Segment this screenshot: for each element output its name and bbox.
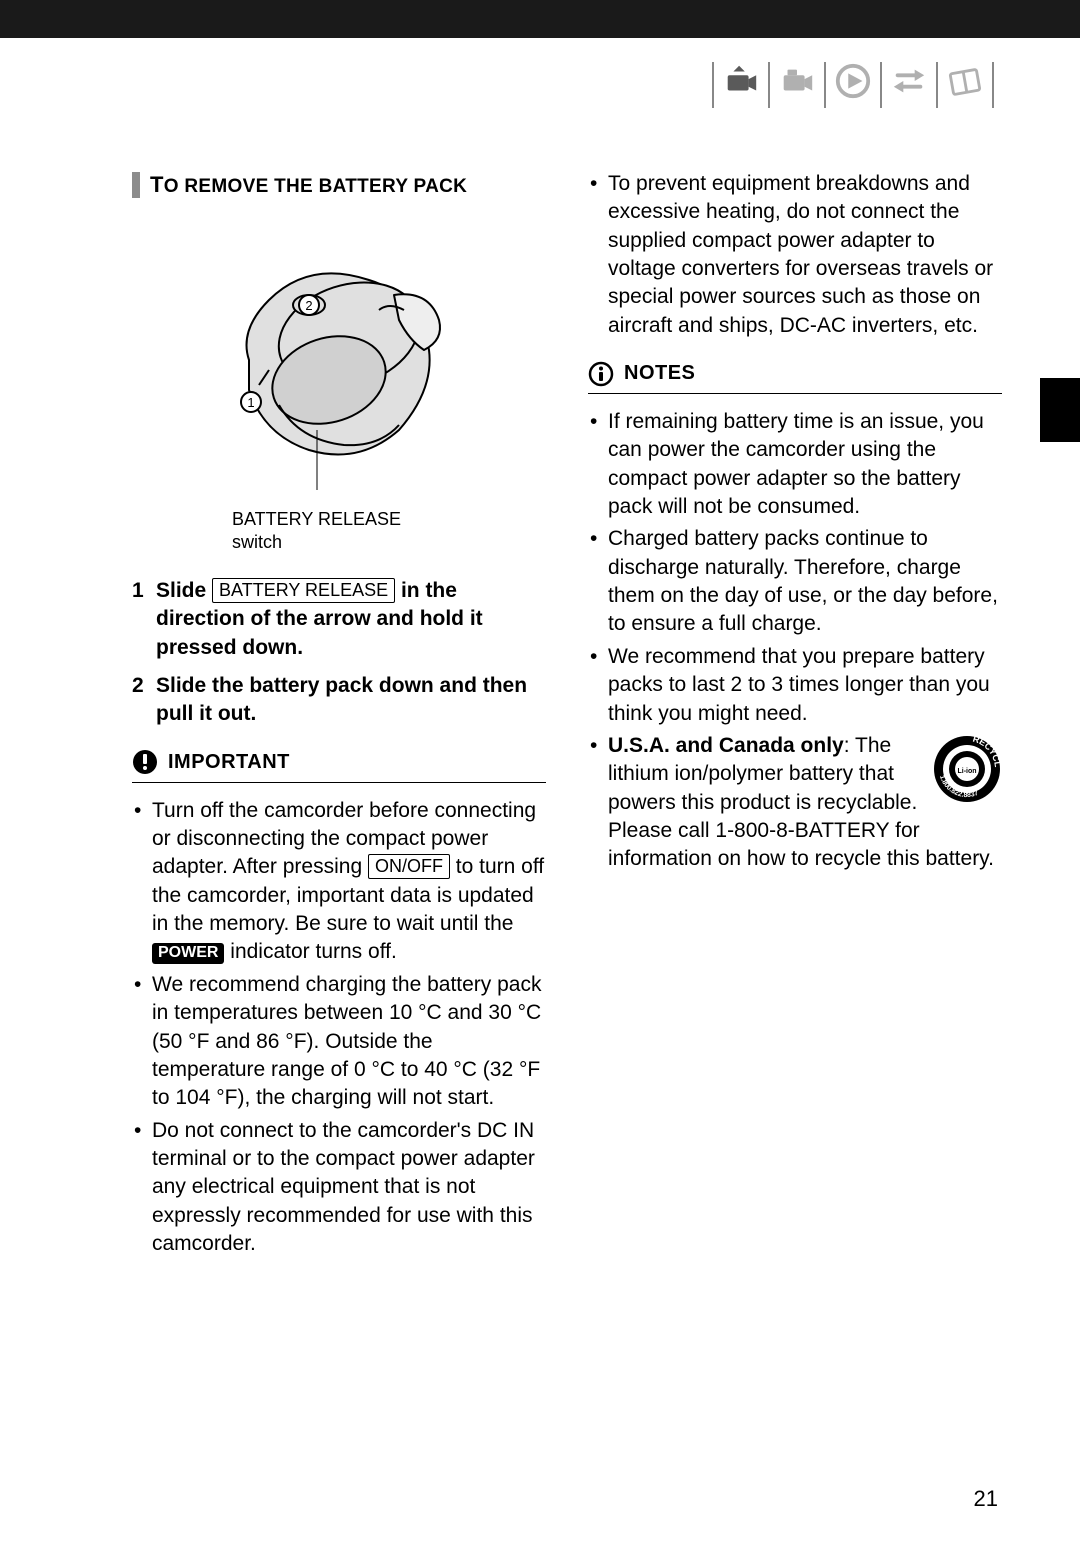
camera-icon bbox=[778, 62, 816, 108]
step-number: 2 bbox=[132, 672, 156, 729]
nav-icon-strip bbox=[704, 62, 1002, 108]
battery-release-label: BATTERY RELEASE bbox=[212, 578, 395, 603]
svg-text:Li-ion: Li-ion bbox=[957, 768, 976, 775]
power-indicator-label: POWER bbox=[152, 943, 224, 964]
step-text: Slide the battery pack down and then pul… bbox=[156, 672, 546, 729]
step-1: 1 Slide BATTERY RELEASE in the direction… bbox=[132, 577, 546, 662]
top-right-bullets: To prevent equipment breakdowns and exce… bbox=[588, 170, 1002, 340]
camera-up-icon bbox=[722, 62, 760, 108]
book-icon bbox=[946, 62, 984, 108]
info-icon bbox=[588, 361, 614, 387]
important-label: IMPORTANT bbox=[168, 749, 290, 776]
important-bullets: Turn off the camcorder before connecting… bbox=[132, 797, 546, 1259]
bullet-item: RECYCLE 1.800.822.8837 Li-ion U.S.A. and… bbox=[588, 732, 1002, 874]
notes-bullets: If remaining battery time is an issue, y… bbox=[588, 408, 1002, 874]
bullet-item: Do not connect to the camcorder's DC IN … bbox=[132, 1117, 546, 1259]
recycle-badge-icon: RECYCLE 1.800.822.8837 Li-ion bbox=[932, 734, 1002, 804]
important-heading: IMPORTANT bbox=[132, 749, 546, 783]
battery-diagram: 2 1 BATTERY RELEASE switch bbox=[132, 240, 546, 553]
step-number: 1 bbox=[132, 577, 156, 662]
page-number: 21 bbox=[974, 1484, 998, 1514]
diagram-caption: BATTERY RELEASE switch bbox=[232, 508, 546, 553]
notes-heading: NOTES bbox=[588, 360, 1002, 394]
heading-accent-bar bbox=[132, 172, 140, 198]
notes-label: NOTES bbox=[624, 360, 695, 387]
top-black-bar bbox=[0, 0, 1080, 38]
left-column: TTO REMOVE THE BATTERY PACKO REMOVE THE … bbox=[132, 170, 546, 1262]
step-2: 2 Slide the battery pack down and then p… bbox=[132, 672, 546, 729]
important-icon bbox=[132, 749, 158, 775]
side-tab-marker bbox=[1040, 378, 1080, 442]
right-column: To prevent equipment breakdowns and exce… bbox=[588, 170, 1002, 1262]
step-text: Slide BATTERY RELEASE in the direction o… bbox=[156, 577, 546, 662]
svg-text:2: 2 bbox=[305, 298, 312, 313]
bullet-item: We recommend charging the battery pack i… bbox=[132, 971, 546, 1113]
bullet-item: If remaining battery time is an issue, y… bbox=[588, 408, 1002, 521]
steps-list: 1 Slide BATTERY RELEASE in the direction… bbox=[132, 577, 546, 729]
page-content: TTO REMOVE THE BATTERY PACKO REMOVE THE … bbox=[132, 170, 1002, 1262]
bullet-item: Turn off the camcorder before connecting… bbox=[132, 797, 546, 967]
svg-text:1: 1 bbox=[247, 395, 254, 410]
play-circle-icon bbox=[834, 62, 872, 108]
bullet-item: To prevent equipment breakdowns and exce… bbox=[588, 170, 1002, 340]
bullet-item: We recommend that you prepare battery pa… bbox=[588, 643, 1002, 728]
section-heading-remove-battery: TTO REMOVE THE BATTERY PACKO REMOVE THE … bbox=[132, 170, 546, 200]
heading-text: TTO REMOVE THE BATTERY PACKO REMOVE THE … bbox=[150, 170, 467, 200]
transfer-icon bbox=[890, 62, 928, 108]
on-off-label: ON/OFF bbox=[368, 854, 450, 879]
bullet-item: Charged battery packs continue to discha… bbox=[588, 525, 1002, 638]
